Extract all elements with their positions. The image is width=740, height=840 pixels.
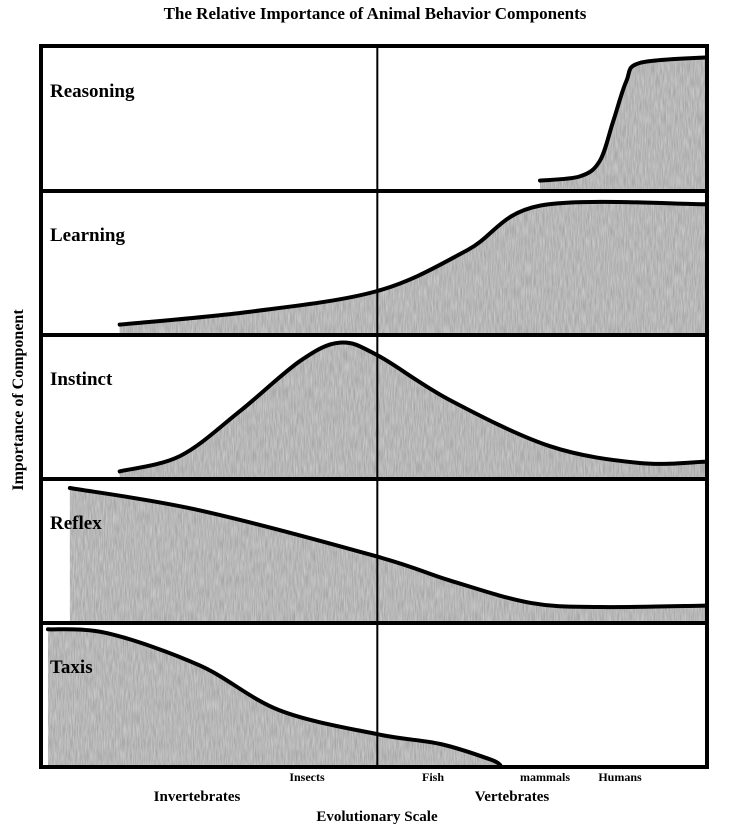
series-line — [67, 486, 708, 610]
x-group-label: Invertebrates — [154, 789, 241, 805]
panel-taxis: Taxis — [41, 621, 707, 767]
series-label: Reasoning — [50, 81, 135, 102]
series-label: Taxis — [50, 657, 93, 678]
y-axis-label: Importance of Component — [10, 309, 27, 491]
series-line — [117, 199, 708, 327]
area-texture — [69, 488, 706, 621]
panels: Reasoning Learning Instinct Reflex Taxis — [41, 55, 708, 767]
x-tick-label: Fish — [422, 770, 444, 784]
panel-learning: Learning — [41, 189, 708, 333]
panel-reasoning: Reasoning — [50, 55, 708, 190]
frame — [39, 44, 709, 769]
chart-title: The Relative Importance of Animal Behavi… — [164, 4, 587, 23]
x-axis-label: Evolutionary Scale — [316, 809, 438, 825]
x-tick-label: Humans — [598, 770, 642, 784]
area-texture — [119, 201, 707, 333]
panel-reflex: Reflex — [41, 477, 708, 621]
series-label: Instinct — [50, 369, 113, 390]
x-tick-label: Insects — [289, 770, 325, 784]
x-group-label: Vertebrates — [475, 789, 550, 805]
panel-instinct: Instinct — [41, 333, 708, 477]
x-tick-label: mammals — [520, 770, 570, 784]
area-texture — [47, 629, 501, 765]
series-line — [117, 340, 708, 474]
series-line — [538, 55, 708, 183]
area-texture — [540, 57, 706, 190]
series-line — [45, 627, 503, 767]
series-label: Learning — [50, 225, 125, 246]
area-texture — [119, 342, 707, 477]
series-label: Reflex — [50, 513, 102, 534]
